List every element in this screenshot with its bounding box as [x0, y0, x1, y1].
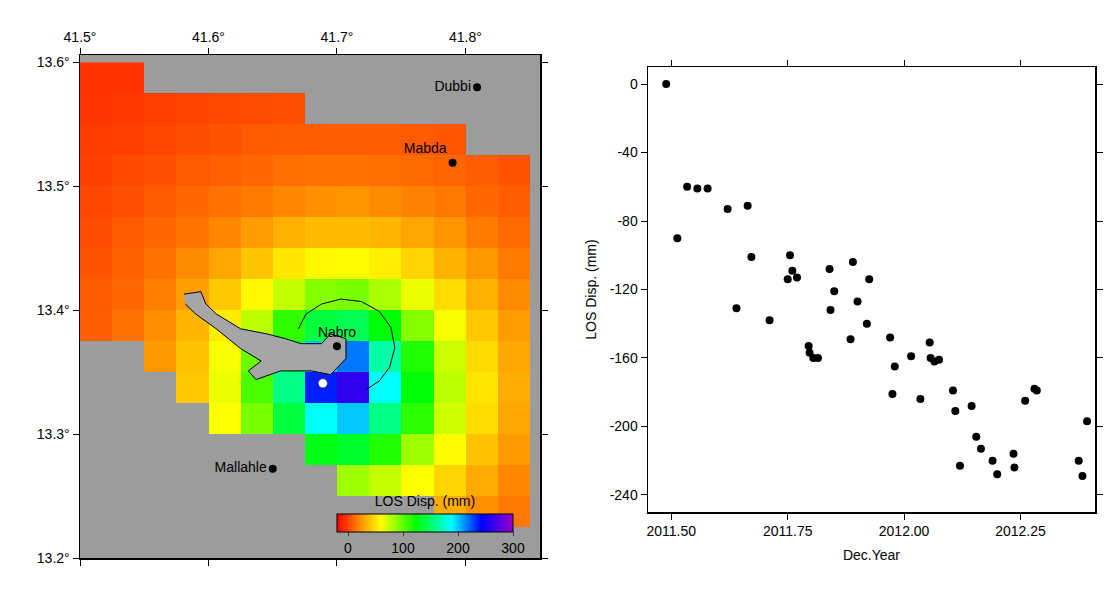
svg-text:Dec.Year: Dec.Year	[843, 547, 900, 563]
svg-text:13.3°: 13.3°	[37, 426, 70, 442]
svg-text:41.5°: 41.5°	[64, 29, 97, 45]
svg-text:100: 100	[391, 540, 415, 556]
svg-text:41.7°: 41.7°	[321, 29, 354, 45]
svg-text:300: 300	[501, 540, 525, 556]
svg-text:13.4°: 13.4°	[37, 302, 70, 318]
svg-text:41.8°: 41.8°	[449, 29, 482, 45]
svg-text:-80: -80	[617, 213, 637, 229]
svg-text:200: 200	[446, 540, 470, 556]
svg-text:-200: -200	[610, 418, 638, 434]
svg-text:Nabro: Nabro	[318, 324, 356, 340]
svg-text:-40: -40	[617, 144, 637, 160]
svg-text:-120: -120	[610, 281, 638, 297]
svg-text:Mallahle: Mallahle	[215, 459, 267, 475]
svg-text:Mabda: Mabda	[404, 140, 447, 156]
svg-text:13.5°: 13.5°	[37, 178, 70, 194]
svg-text:Dubbi: Dubbi	[434, 78, 471, 94]
svg-text:13.6°: 13.6°	[37, 54, 70, 70]
svg-text:LOS Disp. (mm): LOS Disp. (mm)	[375, 493, 475, 509]
svg-text:2011.50: 2011.50	[646, 523, 696, 539]
svg-text:41.6°: 41.6°	[192, 29, 225, 45]
svg-text:2012.00: 2012.00	[879, 523, 930, 539]
svg-text:13.2°: 13.2°	[37, 550, 70, 566]
svg-text:-240: -240	[610, 487, 638, 503]
svg-text:-160: -160	[610, 350, 638, 366]
svg-text:0: 0	[630, 76, 638, 92]
svg-text:2011.75: 2011.75	[763, 523, 813, 539]
svg-text:LOS Disp. (mm): LOS Disp. (mm)	[583, 239, 599, 339]
svg-text:0: 0	[344, 540, 352, 556]
svg-text:2012.25: 2012.25	[995, 523, 1046, 539]
